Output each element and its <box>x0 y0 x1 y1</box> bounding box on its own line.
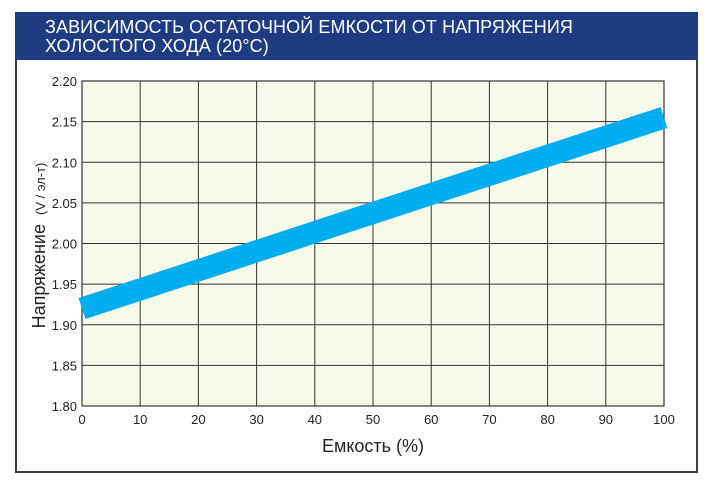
y-tick-label: 1.95 <box>52 277 77 292</box>
y-tick-label: 2.20 <box>52 74 77 89</box>
y-axis-title: Напряжение (V / эл-т) <box>29 163 49 329</box>
y-tick-label: 2.10 <box>52 155 77 170</box>
y-axis-title-unit: (V / эл-т) <box>33 163 48 215</box>
x-tick-label: 0 <box>78 412 85 427</box>
x-tick-label: 20 <box>191 412 205 427</box>
x-tick-label: 10 <box>133 412 147 427</box>
x-axis-title: Емкость (%) <box>322 436 424 456</box>
chart-title-line-1: ЗАВИСИМОСТЬ ОСТАТОЧНОЙ ЕМКОСТИ ОТ НАПРЯЖ… <box>45 17 574 37</box>
grid <box>81 80 665 407</box>
y-tick-label: 2.05 <box>52 196 77 211</box>
y-tick-label: 1.85 <box>52 358 77 373</box>
x-tick-label: 90 <box>599 412 613 427</box>
y-tick-label: 2.00 <box>52 237 77 252</box>
x-tick-label: 50 <box>366 412 380 427</box>
chart-header: ЗАВИСИМОСТЬ ОСТАТОЧНОЙ ЕМКОСТИ ОТ НАПРЯЖ… <box>15 12 698 60</box>
y-tick-label: 1.80 <box>52 399 77 414</box>
x-tick-label: 100 <box>653 412 675 427</box>
chart-title-line-2: ХОЛОСТОГО ХОДА (20°C) <box>45 36 269 56</box>
x-tick-label: 70 <box>482 412 496 427</box>
series-line <box>78 107 668 319</box>
x-tick-label: 40 <box>308 412 322 427</box>
y-axis-title-main: Напряжение <box>29 224 49 328</box>
y-tick-label: 1.90 <box>52 318 77 333</box>
y-tick-labels: 1.80 1.85 1.90 1.95 2.00 2.05 2.10 2.15 2.20 <box>52 74 77 414</box>
y-tick-label: 2.15 <box>52 115 77 130</box>
x-tick-label: 80 <box>540 412 554 427</box>
x-tick-label: 60 <box>424 412 438 427</box>
series-group <box>78 107 668 319</box>
x-tick-labels: 0 10 20 30 40 50 60 70 80 90 100 <box>78 412 674 427</box>
x-tick-label: 30 <box>249 412 263 427</box>
